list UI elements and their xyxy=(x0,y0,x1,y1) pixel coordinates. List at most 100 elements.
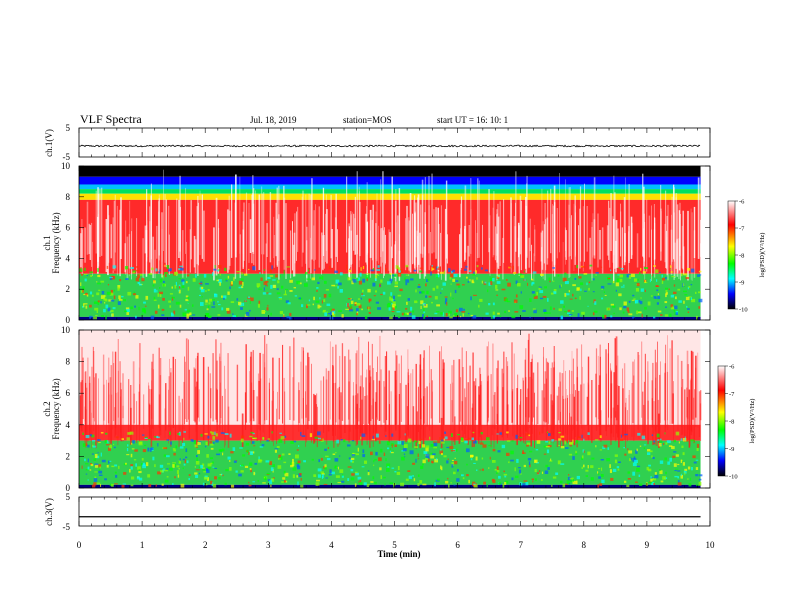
spectrogram-streak xyxy=(335,193,337,257)
spectrogram-speckle xyxy=(446,446,450,449)
spectrogram-speckle xyxy=(634,278,638,282)
spectrogram-speckle xyxy=(284,472,289,477)
spectrogram-speckle xyxy=(166,265,170,269)
spectrogram-streak xyxy=(320,380,322,425)
spectrogram-streak xyxy=(522,377,524,435)
spectrogram-speckle xyxy=(466,276,468,279)
spectrogram-speckle xyxy=(401,441,404,445)
spectrogram-streak xyxy=(468,225,471,257)
spectrogram-streak xyxy=(399,383,401,439)
spectrogram-speckle xyxy=(397,440,401,445)
spectrogram-speckle xyxy=(196,457,198,462)
spectrogram-speckle xyxy=(266,307,269,311)
spectrogram-speckle xyxy=(123,299,126,302)
spectrogram-speckle xyxy=(238,286,243,289)
spectrogram-speckle xyxy=(426,315,428,318)
spectrogram-streak xyxy=(376,372,377,418)
spectrogram-speckle xyxy=(563,305,565,308)
spectrogram-speckle xyxy=(270,484,272,488)
spectrogram-speckle xyxy=(683,290,687,293)
spectrogram-speckle xyxy=(249,309,251,312)
spectrogram-streak xyxy=(323,235,325,269)
spectrogram-speckle xyxy=(85,305,88,309)
colorbar-tick-label: -8 xyxy=(729,419,734,426)
spectrogram-speckle xyxy=(224,482,227,486)
spectrogram-streak xyxy=(384,227,385,276)
spectrogram-speckle xyxy=(587,451,591,456)
spectrogram-speckle xyxy=(436,458,438,461)
spectrogram-speckle xyxy=(96,482,101,485)
spectrogram-speckle xyxy=(224,267,227,272)
spectrogram-speckle xyxy=(632,462,637,467)
spectrogram-speckle xyxy=(445,480,449,484)
spectrogram-speckle xyxy=(508,310,510,312)
spectrogram-streak xyxy=(623,363,626,440)
spectrogram-streak xyxy=(413,200,415,264)
spectrogram-speckle xyxy=(143,301,146,304)
spectrogram-speckle xyxy=(117,285,121,289)
spectrogram-speckle xyxy=(225,469,229,472)
spectrogram-speckle xyxy=(331,308,335,312)
spectrogram-streak xyxy=(81,346,83,432)
spectrogram-speckle xyxy=(85,463,89,465)
spectrogram-speckle xyxy=(206,313,210,317)
spectrogram-streak xyxy=(193,367,195,421)
spectrogram-speckle xyxy=(506,279,508,281)
spectrogram-speckle xyxy=(87,479,89,481)
spectrogram-streak xyxy=(556,208,558,259)
spectrogram-streak xyxy=(559,381,561,429)
spectrogram-speckle xyxy=(631,273,635,278)
spectrogram-speckle xyxy=(440,312,443,315)
spectrogram-streak xyxy=(373,380,375,433)
x-tick-label: 4 xyxy=(329,540,334,550)
spectrogram-speckle xyxy=(433,446,437,449)
spectrogram-speckle xyxy=(674,305,678,310)
spectrogram-streak xyxy=(581,366,583,441)
spectrogram-speckle xyxy=(92,440,96,442)
spectrogram-speckle xyxy=(277,280,280,284)
spectrogram-speckle xyxy=(141,458,144,461)
spectrogram-speckle xyxy=(340,439,343,441)
spectrogram-speckle xyxy=(218,269,221,271)
spectrogram-speckle xyxy=(572,439,574,443)
spectrogram-speckle xyxy=(506,431,509,434)
spectrogram-speckle xyxy=(211,482,214,486)
spectrogram-speckle xyxy=(577,313,580,317)
spectrogram-speckle xyxy=(123,472,127,475)
spectrogram-speckle xyxy=(562,483,566,488)
spectrogram-speckle xyxy=(558,432,561,434)
spectrogram-streak xyxy=(249,219,252,253)
spectrogram-speckle xyxy=(122,483,126,485)
spectrogram-speckle xyxy=(207,305,210,309)
spectrogram-speckle xyxy=(195,469,200,471)
colorbar-ch1: -6-7-8-9-10 log(PSD)(V²/Hz) xyxy=(727,199,766,314)
spectrogram-speckle xyxy=(620,434,622,438)
spectrogram-speckle xyxy=(297,460,301,464)
spectrogram-speckle xyxy=(582,449,585,453)
spectrogram-speckle xyxy=(163,468,165,471)
spectrogram-speckle xyxy=(200,289,205,293)
spectrogram-speckle xyxy=(449,316,453,319)
spectrogram-streak xyxy=(305,365,307,418)
spectrogram-streak xyxy=(614,192,616,269)
colorbar-tick-label: -9 xyxy=(739,280,744,287)
spectrogram-speckle xyxy=(249,468,252,471)
spectrogram-speckle xyxy=(648,482,653,484)
spectrogram-speckle xyxy=(520,291,522,294)
spectrogram-speckle xyxy=(156,436,160,439)
spectrogram-speckle xyxy=(634,459,638,463)
spectrogram-streak xyxy=(133,393,135,424)
spectrogram-speckle xyxy=(392,307,395,310)
spectrogram-speckle xyxy=(226,307,230,311)
spectrogram-speckle xyxy=(470,458,473,461)
spectrogram-speckle xyxy=(297,465,301,470)
spectrogram-streak xyxy=(423,357,424,436)
spectrogram-speckle xyxy=(214,265,216,269)
spectrogram-speckle xyxy=(394,281,398,285)
spectrogram-speckle xyxy=(572,478,574,482)
spectrogram-speckle xyxy=(651,455,653,458)
spectrogram-speckle xyxy=(130,453,133,458)
spectrogram-streak xyxy=(459,234,461,278)
spectrogram-streak xyxy=(203,210,205,262)
spectrogram-speckle xyxy=(219,449,222,452)
